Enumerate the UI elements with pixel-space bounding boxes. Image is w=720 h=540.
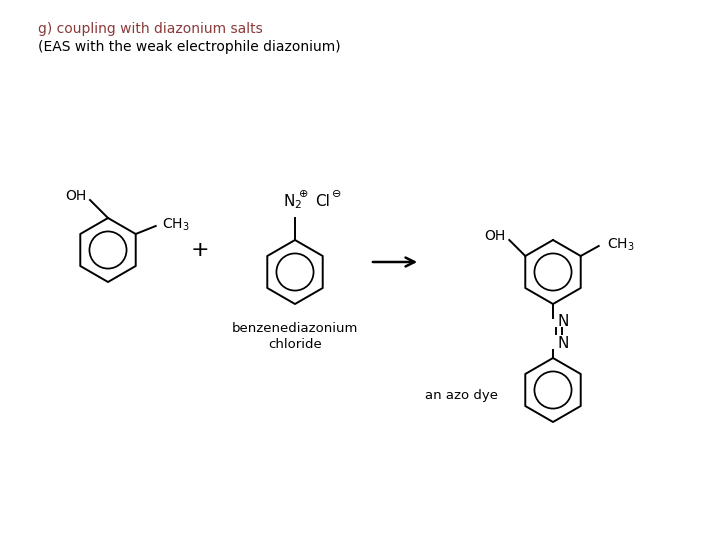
Text: OH: OH	[66, 189, 86, 203]
Text: CH$_3$: CH$_3$	[162, 217, 189, 233]
Text: an azo dye: an azo dye	[425, 388, 498, 402]
Text: (EAS with the weak electrophile diazonium): (EAS with the weak electrophile diazoniu…	[38, 40, 341, 54]
Text: Cl: Cl	[315, 194, 330, 210]
Text: N: N	[557, 336, 569, 352]
Text: CH$_3$: CH$_3$	[607, 237, 634, 253]
Text: benzenediazonium: benzenediazonium	[232, 322, 358, 335]
Text: ⊖: ⊖	[333, 189, 342, 199]
Text: OH: OH	[485, 229, 506, 243]
Text: g) coupling with diazonium salts: g) coupling with diazonium salts	[38, 22, 263, 36]
Text: chloride: chloride	[268, 338, 322, 351]
Text: +: +	[191, 240, 210, 260]
Text: N$_2$: N$_2$	[284, 193, 302, 211]
Text: ⊕: ⊕	[300, 189, 309, 199]
Text: N: N	[557, 314, 569, 329]
